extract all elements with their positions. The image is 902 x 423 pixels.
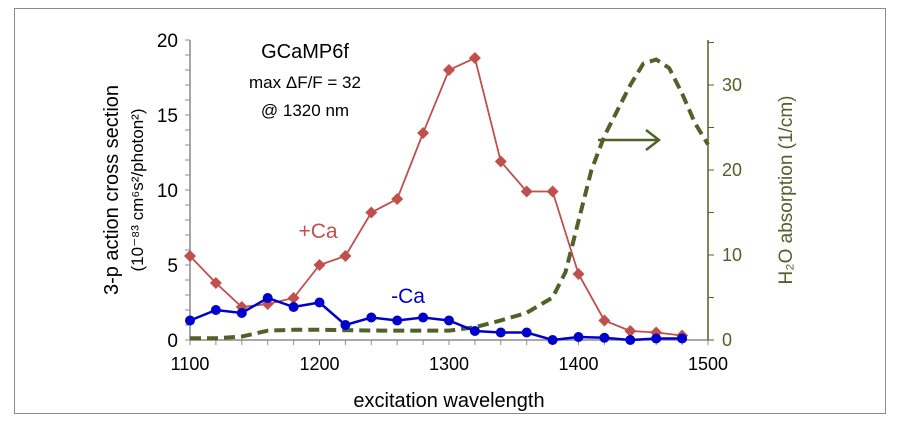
minus-ca-point: [314, 297, 325, 308]
plus-ca-point: [209, 277, 222, 289]
x-tick-label: 1400: [558, 354, 598, 374]
annotation-wavelength: @ 1320 nm: [261, 101, 349, 120]
minus-ca-point: [444, 315, 454, 326]
y-tick-label: 20: [157, 31, 178, 52]
minus-ca-point: [210, 305, 221, 315]
minus-ca-point: [599, 332, 610, 343]
plus-ca-point: [339, 250, 352, 262]
minus-ca-point: [340, 320, 351, 330]
y-axis-label-line2: (10⁻⁸³ cm⁶s²/photon²): [128, 109, 147, 272]
x-tick-label: 1200: [299, 354, 339, 374]
minus-ca-point: [677, 333, 688, 344]
legend-label-minus-ca: -Ca: [391, 285, 425, 308]
plus-ca-point: [598, 314, 611, 327]
plus-ca-point: [417, 127, 430, 139]
chart-frame: [14, 8, 886, 414]
minus-ca-point: [418, 312, 429, 323]
minus-ca-point: [625, 335, 636, 345]
plus-ca-point: [365, 206, 378, 219]
minus-ca-point: [262, 293, 273, 303]
annotation-max-df: max ΔF/F = 32: [249, 73, 361, 92]
minus-ca-point: [185, 315, 195, 326]
plus-ca-point: [391, 193, 404, 205]
minus-ca-point: [547, 335, 558, 345]
chart-title: GCaMP6f: [261, 41, 349, 63]
plus-ca-point: [572, 268, 585, 280]
y2-tick-label: 20: [722, 160, 742, 180]
y-tick-label: 15: [157, 106, 178, 127]
minus-ca-point: [236, 308, 247, 318]
plus-ca-point: [313, 259, 326, 271]
plus-ca-point: [520, 185, 533, 198]
arrow-right-icon: [598, 129, 662, 151]
x-tick-label: 1300: [429, 354, 469, 374]
water-absorption-line: [190, 57, 710, 341]
minus-ca-point: [521, 327, 532, 338]
plus-ca-point: [443, 64, 455, 76]
y-tick-label: 5: [167, 256, 178, 277]
y2-tick-label: 30: [722, 75, 742, 95]
x-tick-label: 1100: [171, 354, 210, 374]
plus-ca-point: [494, 155, 507, 168]
legend-label-plus-ca: +Ca: [298, 220, 337, 243]
minus-ca-point: [495, 327, 506, 338]
minus-ca-point: [366, 312, 377, 323]
plus-ca-line: [189, 56, 683, 337]
minus-ca-point: [288, 302, 299, 312]
plus-ca-point: [287, 292, 300, 304]
y2-tick-label: 10: [722, 245, 742, 265]
y2-tick-label: 0: [722, 330, 732, 350]
plus-ca-point: [546, 185, 559, 198]
x-tick-label: 1500: [688, 354, 728, 374]
minus-ca-point: [469, 326, 480, 336]
y-tick-label: 10: [157, 181, 178, 202]
y-axis-label-line1: 3-p action cross section: [101, 85, 123, 295]
plus-ca-point: [468, 52, 481, 64]
minus-ca-point: [651, 333, 662, 344]
y-tick-label: 0: [167, 331, 178, 352]
minus-ca-point: [392, 315, 403, 326]
minus-ca-point: [573, 332, 584, 342]
y2-axis-label: H₂O absorption (1/cm): [776, 96, 797, 285]
x-axis-label: excitation wavelength: [353, 390, 544, 412]
plus-ca-point: [184, 250, 196, 262]
plus-ca-point: [624, 325, 637, 337]
